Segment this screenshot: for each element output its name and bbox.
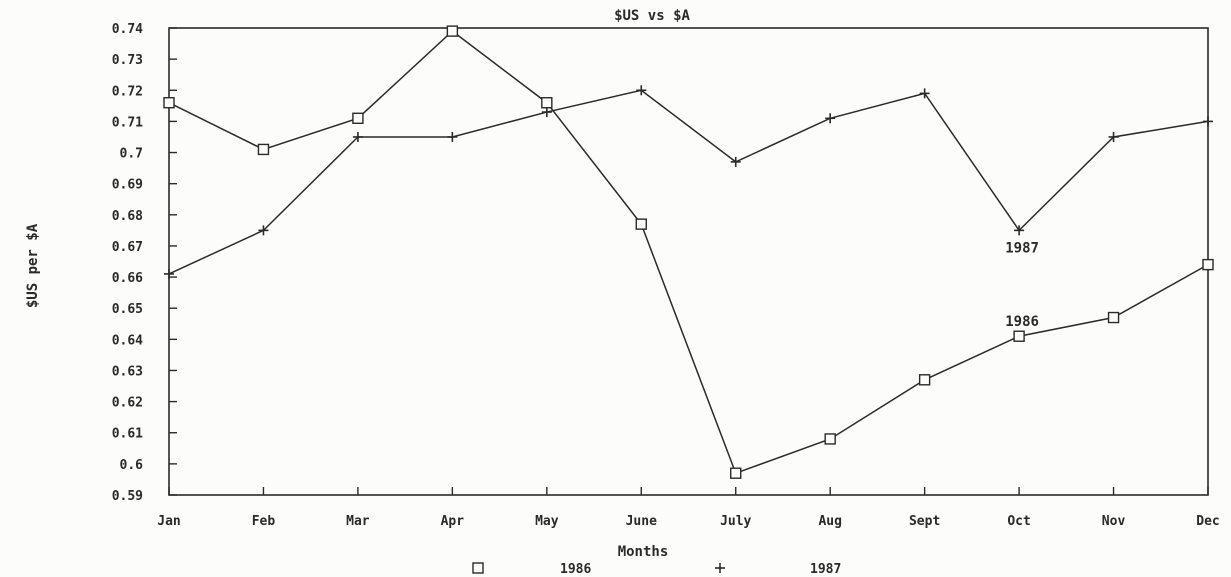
y-tick-label: 0.64 [112,333,143,348]
annotation-1987: 1987 [1005,240,1039,256]
y-tick-label: 0.6 [120,458,144,473]
data-point-1986 [257,143,270,156]
data-point-1986 [541,97,553,109]
y-axis-title: $US per $A [25,223,41,308]
data-point-1987 [1014,225,1025,236]
plot-frame [168,27,1209,496]
x-tick-label: Sept [909,514,940,529]
series-layer [163,25,1214,479]
x-tick-label: May [535,514,559,529]
x-tick-label: Dec [1196,514,1219,529]
x-tick-labels: Jan Feb Mar Apr May June July Aug Sept Oct Nov Dec [157,514,1219,529]
y-tick-label: 0.63 [112,364,143,379]
data-point-1987 [1108,131,1119,142]
series-1986 [163,25,1214,479]
y-tick-label: 0.67 [112,240,143,255]
data-point-1986 [730,467,742,479]
data-point-1986 [635,218,647,230]
y-tick-label: 0.69 [112,178,143,193]
data-point-1986 [1107,311,1120,324]
data-point-1986 [918,374,931,386]
y-tick-label: 0.7 [120,147,143,162]
series-1987 [164,85,1213,279]
y-tick-label: 0.71 [112,115,143,130]
chart-title: $US vs $A [614,8,690,24]
y-tick-label: 0.73 [112,53,143,68]
x-tick-label: July [720,514,751,529]
plot-axes [168,27,1209,496]
y-tick-label: 0.59 [112,489,143,504]
data-point-1987 [541,107,552,118]
series-line-1987 [168,89,1209,275]
data-point-1987 [919,88,930,99]
x-tick-label: Jan [157,514,180,529]
y-tick-label: 0.72 [112,84,143,99]
x-tick-label: June [626,514,657,529]
y-tick-label: 0.66 [112,271,143,286]
x-tick-label: Mar [346,514,370,529]
x-tick-label: Aug [818,514,841,529]
data-point-1987 [164,268,174,279]
x-tick-label: Nov [1102,514,1126,529]
data-point-1986 [1013,330,1025,342]
y-tick-label: 0.65 [112,302,143,317]
legend-marker-1986 [472,562,484,574]
y-tick-label: 0.62 [112,396,143,411]
y-tick-label: 0.68 [112,209,143,224]
data-point-1986 [1202,258,1214,271]
legend-marker-1987 [715,563,725,573]
legend-item-1987: 1987 [715,562,841,577]
legend: 1986 1987 [472,562,841,577]
y-tick-label: 0.74 [112,22,143,37]
data-point-1986 [824,433,836,445]
annotation-1986: 1986 [1005,314,1039,330]
x-tick-label: Feb [252,514,276,529]
data-point-1986 [352,112,364,124]
data-point-1987 [447,131,458,142]
data-point-1987 [636,85,647,96]
series-line-1986 [168,30,1209,475]
data-point-1987 [730,156,741,167]
data-point-1987 [1203,116,1213,127]
y-tick-label: 0.61 [112,427,143,442]
legend-label-1986: 1986 [560,562,591,577]
annotations: 1987 1986 [1005,240,1039,330]
data-point-1987 [258,225,269,236]
x-tick-label: Apr [441,514,465,529]
data-point-1987 [825,113,836,124]
x-axis-title: Months [618,544,669,560]
y-tick-labels: 0.59 0.6 0.61 0.62 0.63 0.64 0.65 0.66 0.67 0.68 0… [112,22,143,504]
x-tick-label: Oct [1007,514,1030,529]
data-point-1987 [352,131,363,142]
legend-label-1987: 1987 [810,562,841,577]
legend-item-1986: 1986 [472,562,591,577]
data-point-1986 [446,25,459,37]
data-point-1986 [163,97,175,109]
